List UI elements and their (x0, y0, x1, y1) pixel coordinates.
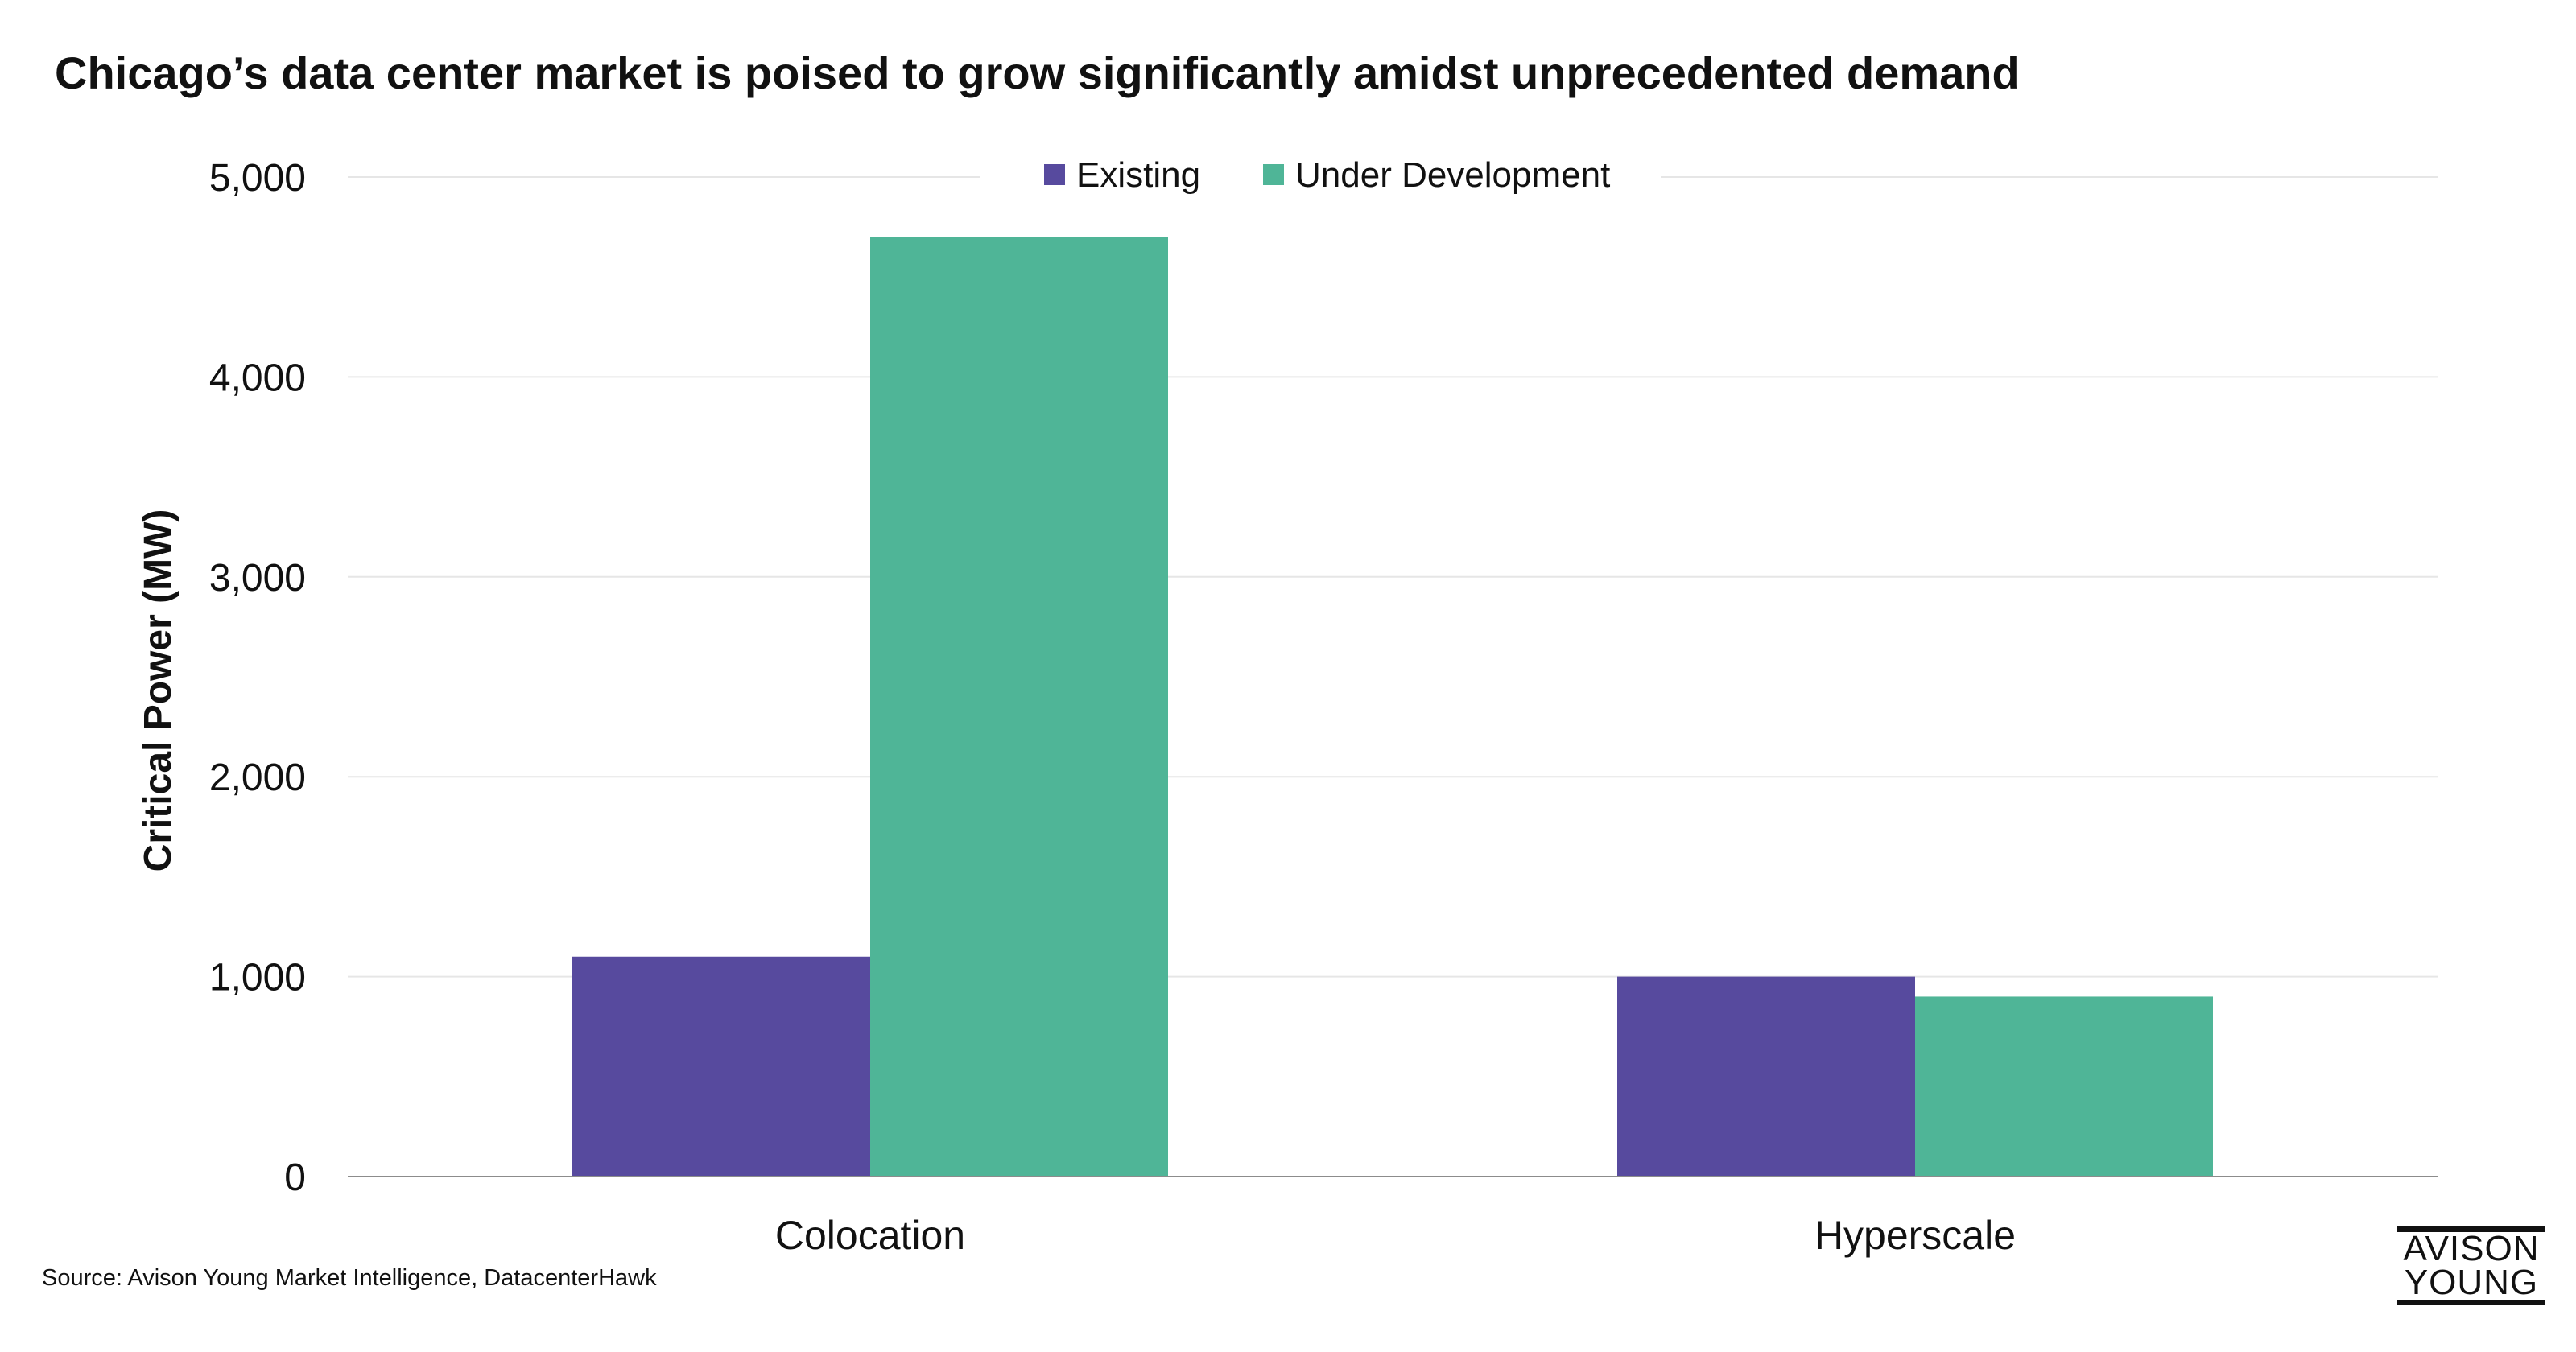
legend-label: Under Development (1295, 155, 1610, 195)
y-axis-title: Critical Power (MW) (137, 509, 180, 872)
legend-background (980, 142, 1661, 207)
chart-title: Chicago’s data center market is poised t… (55, 47, 2020, 98)
logo-line-1: AVISON (2403, 1229, 2540, 1268)
legend: Existing Under Development (980, 142, 1661, 207)
y-tick-label: 2,000 (209, 756, 306, 799)
x-tick-label: Hyperscale (1814, 1213, 2016, 1258)
bar-existing-colocation (572, 956, 870, 1177)
legend-swatch (1263, 164, 1284, 185)
y-tick-label: 1,000 (209, 957, 306, 1000)
y-tick-label: 3,000 (209, 557, 306, 600)
legend-label: Existing (1076, 155, 1200, 195)
y-tick-label: 5,000 (209, 157, 306, 200)
logo-top-bar (2397, 1226, 2545, 1232)
bar-under-development-hyperscale (1915, 996, 2213, 1177)
x-tick-label: Colocation (775, 1213, 965, 1258)
source-note: Source: Avison Young Market Intelligence… (42, 1265, 657, 1291)
y-tick-label: 4,000 (209, 357, 306, 399)
legend-swatch (1044, 164, 1065, 185)
bar-existing-hyperscale (1617, 976, 1915, 1177)
logo-bottom-bar (2397, 1300, 2545, 1305)
bars (572, 237, 2213, 1177)
y-tick-label: 0 (284, 1156, 306, 1199)
axes: 0 1,000 2,000 3,000 4,000 5,000 Colocation Hype… (209, 157, 2438, 1258)
logo-line-2: YOUNG (2404, 1263, 2539, 1302)
bar-under-development-colocation (870, 237, 1168, 1177)
brand-logo: AVISON YOUNG (2397, 1226, 2545, 1305)
gridlines (348, 176, 2438, 978)
